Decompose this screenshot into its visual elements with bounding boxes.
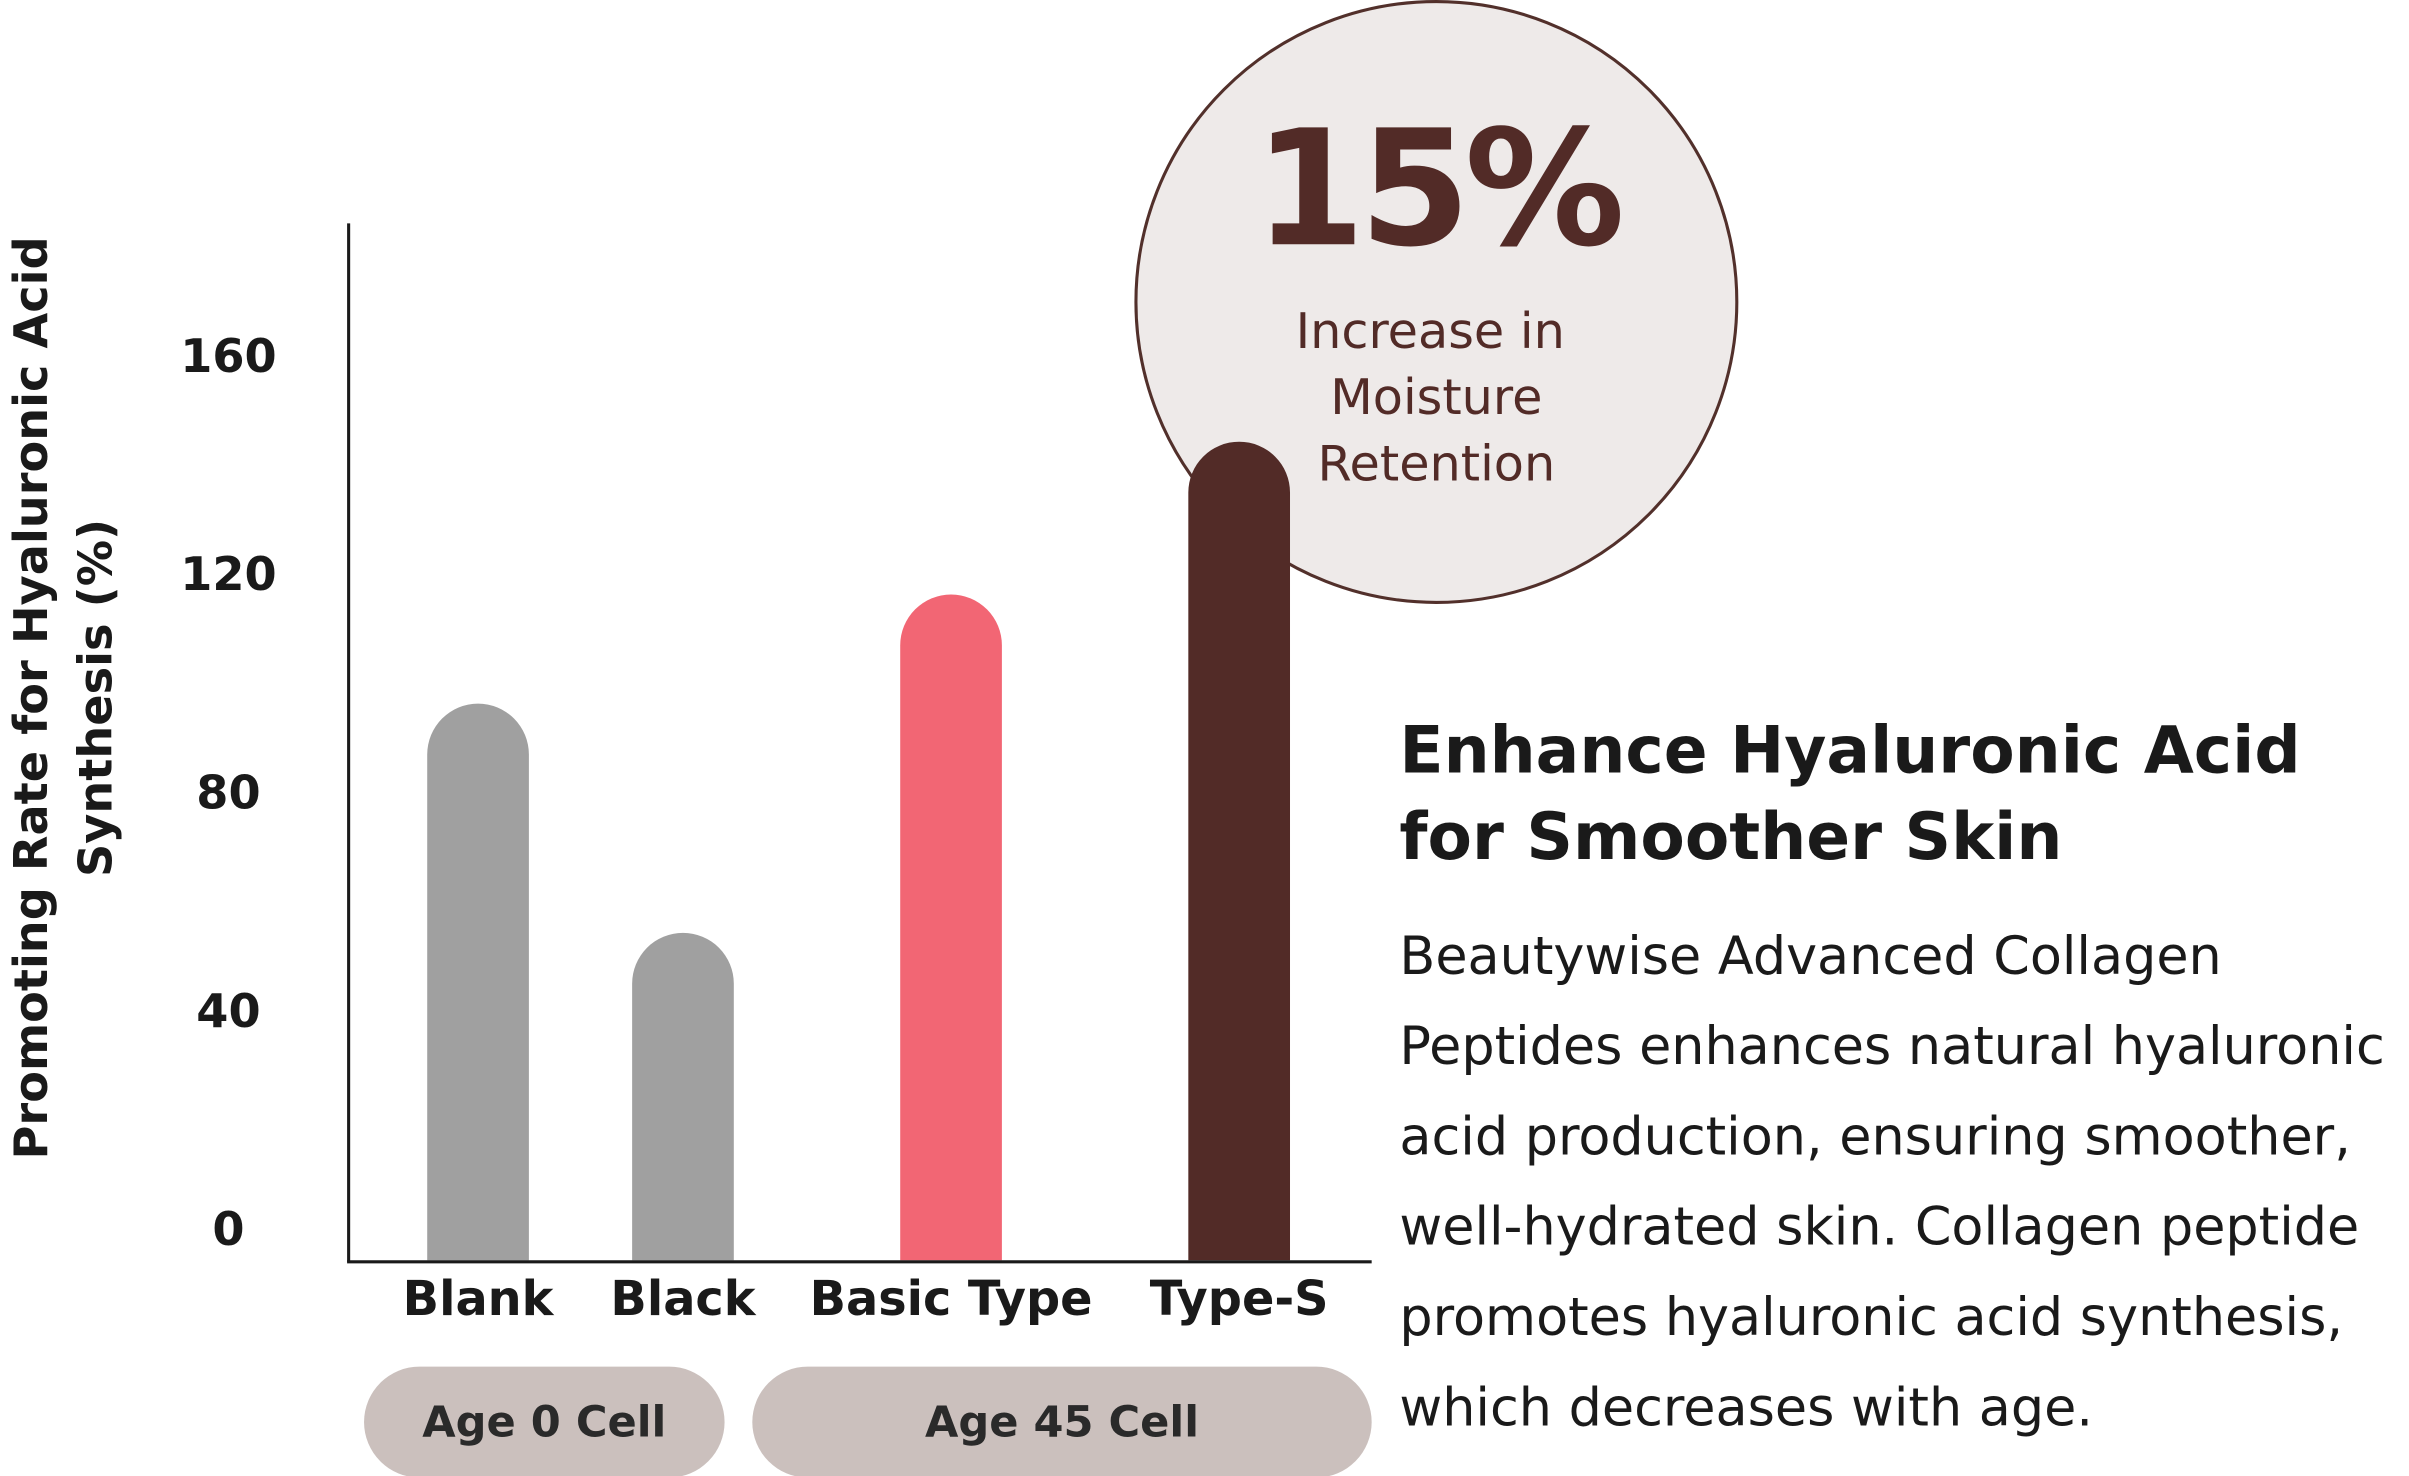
- y-tick-label: 0: [212, 1202, 244, 1256]
- callout-circle: [1134, 0, 1739, 604]
- bar: [427, 703, 529, 1261]
- callout-text: Retention: [1318, 434, 1556, 492]
- y-tick-label: 120: [180, 547, 276, 601]
- heading: Enhance Hyaluronic Acid: [1399, 714, 2300, 789]
- group-label: Age 0 Cell: [422, 1398, 666, 1448]
- callout-text: Moisture: [1330, 368, 1542, 426]
- y-tick-label: 80: [196, 765, 260, 819]
- body-line: Beautywise Advanced Collagen: [1399, 926, 2221, 987]
- callout-value: 15%: [1254, 95, 1621, 282]
- bar: [632, 932, 734, 1261]
- y-axis-label: Synthesis (%): [69, 519, 123, 877]
- y-tick-label: 160: [180, 329, 276, 383]
- y-tick-label: 40: [196, 984, 260, 1038]
- heading: for Smoother Skin: [1399, 800, 2062, 875]
- x-tick-label: Black: [610, 1272, 756, 1327]
- callout-text: Increase in: [1296, 302, 1565, 360]
- x-tick-label: Blank: [403, 1272, 555, 1327]
- body-line: which decreases with age.: [1399, 1377, 2093, 1438]
- group-pill: [364, 1366, 725, 1476]
- x-tick-label: Basic Type: [810, 1272, 1093, 1327]
- group-label: Age 45 Cell: [925, 1398, 1199, 1448]
- group-pill: [752, 1366, 1372, 1476]
- body-line: promotes hyaluronic acid synthesis,: [1399, 1287, 2343, 1348]
- bar: [900, 594, 1002, 1261]
- y-axis-label: Promoting Rate for Hyaluronic Acid: [4, 236, 58, 1159]
- body-line: acid production, ensuring smoother,: [1399, 1106, 2350, 1167]
- bar: [1188, 441, 1291, 1261]
- body-line: Peptides enhances natural hyaluronic: [1399, 1016, 2384, 1077]
- body-line: well-hydrated skin. Collagen peptide: [1399, 1197, 2359, 1258]
- body-text: Beautywise Advanced Collagen Peptides enh…: [1399, 926, 2384, 1438]
- x-tick-label: Type-S: [1150, 1272, 1329, 1327]
